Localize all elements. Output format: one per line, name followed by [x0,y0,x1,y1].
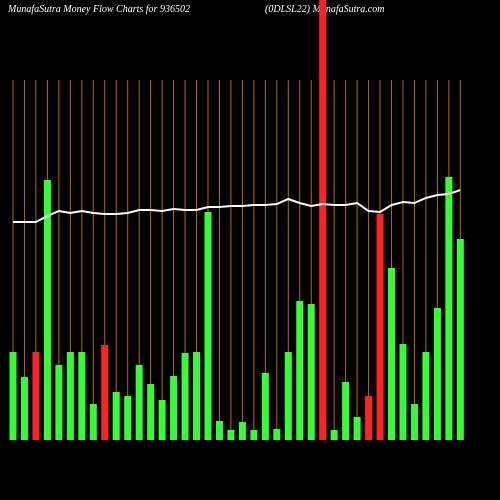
bar [319,0,327,440]
bar [410,404,418,440]
bar [78,352,86,440]
bar [284,352,292,440]
bar [342,382,350,440]
bar [204,212,212,440]
bar [32,352,40,440]
bar [250,430,258,440]
bar [433,308,441,440]
bar [330,430,338,440]
bar [66,352,74,440]
bar [365,396,373,440]
bar [9,352,17,440]
bar [353,417,361,440]
money-flow-line [13,189,461,223]
bar [124,396,132,440]
bar [112,392,120,440]
bar [307,304,315,440]
bar [101,345,109,440]
bar [89,404,97,440]
bar [399,344,407,440]
bar [193,352,201,440]
bar [227,430,235,440]
bar [158,400,166,440]
bar [215,421,223,440]
bar [55,365,63,440]
bar [170,376,178,440]
bar [135,365,143,440]
bar [181,353,189,440]
bar [296,301,304,440]
chart-title: MunafaSutra Money Flow Charts for 936502 [7,4,190,15]
bar [445,177,453,440]
bar [20,377,28,440]
bar [388,268,396,440]
bar [273,429,281,440]
bar [261,373,269,440]
bar [147,384,155,440]
bar [456,239,464,440]
bar [238,422,246,440]
bar [43,180,51,440]
bar [422,352,430,440]
bar [376,214,384,440]
